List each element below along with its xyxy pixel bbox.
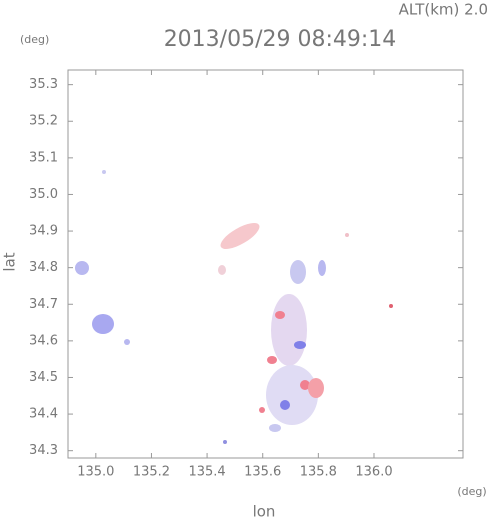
echo: [290, 260, 306, 284]
echo: [271, 294, 307, 366]
altitude-label: ALT(km) 2.0: [399, 1, 488, 19]
echo: [124, 339, 130, 345]
echo: [300, 380, 310, 390]
echo: [345, 233, 349, 237]
y-tick-label: 34.4: [29, 407, 58, 422]
y-tick-label: 34.7: [29, 297, 58, 312]
y-tick-label: 34.5: [29, 370, 58, 385]
echo: [275, 311, 285, 319]
chart-title: 2013/05/29 08:49:14: [164, 27, 397, 52]
echo: [259, 407, 265, 413]
y-tick-label: 35.2: [29, 114, 58, 129]
echo: [266, 365, 318, 425]
echo: [218, 265, 226, 275]
echo: [308, 378, 324, 398]
echo: [280, 400, 290, 410]
echoes: [75, 170, 393, 444]
echo: [294, 341, 306, 349]
y-tick-label: 34.9: [29, 224, 58, 239]
echo: [102, 170, 106, 174]
y-tick-label: 34.8: [29, 260, 58, 275]
echo: [318, 260, 326, 276]
y-tick-label: 34.6: [29, 333, 58, 348]
y-axis-label: lat: [1, 252, 19, 271]
y-unit: (deg): [20, 33, 49, 46]
echo: [220, 223, 260, 249]
echo: [269, 424, 281, 432]
x-tick-label: 135.0: [77, 465, 114, 480]
y-tick-label: 35.0: [29, 187, 58, 202]
echo: [75, 261, 89, 275]
y-tick-label: 34.3: [29, 443, 58, 458]
x-tick-label: 135.4: [188, 465, 225, 480]
echo: [389, 304, 393, 308]
x-unit: (deg): [457, 485, 486, 498]
x-tick-label: 135.2: [133, 465, 170, 480]
echo: [267, 356, 277, 364]
x-tick-label: 135.6: [244, 465, 281, 480]
x-axis-label: lon: [253, 503, 276, 521]
x-tick-label: 135.8: [300, 465, 337, 480]
plot-frame: [67, 69, 464, 459]
y-tick-label: 35.1: [29, 150, 58, 165]
echo: [223, 440, 227, 444]
y-tick-label: 35.3: [29, 77, 58, 92]
x-tick-label: 136.0: [355, 465, 392, 480]
echo: [92, 314, 114, 334]
